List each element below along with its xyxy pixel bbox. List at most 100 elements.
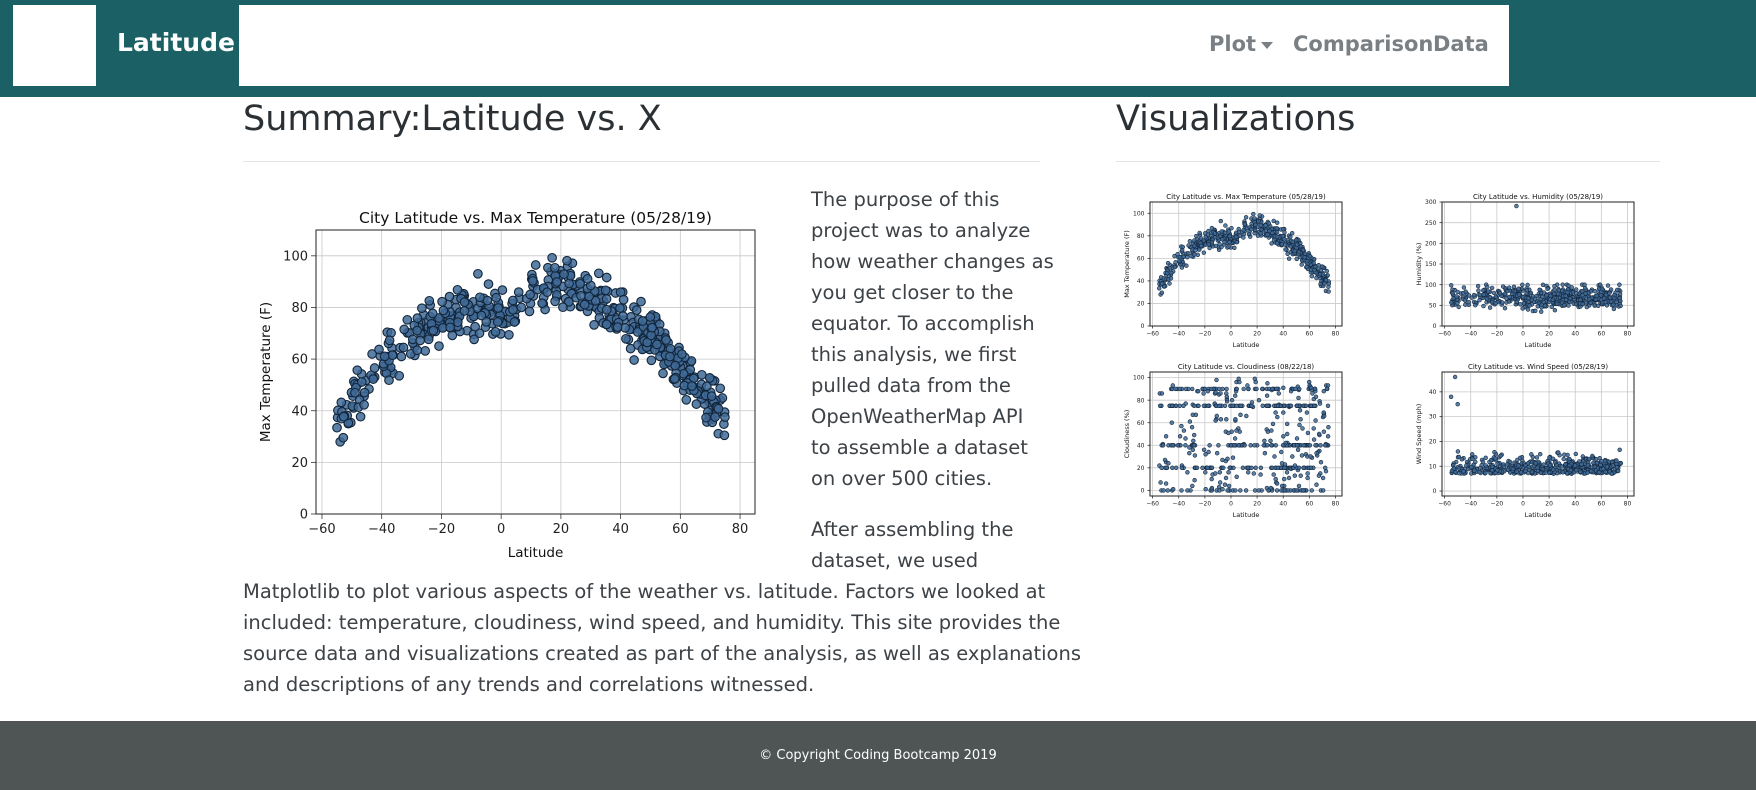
data-point [1523,463,1528,468]
nav-comparison-link[interactable]: Comparison [1293,32,1434,56]
data-point [1509,291,1515,297]
data-point [1197,230,1202,236]
data-point [1222,239,1227,245]
data-point [631,305,642,315]
data-point [1163,481,1169,486]
nav-data-link[interactable]: Data [1433,32,1489,56]
data-point [1223,475,1229,481]
data-point [1307,443,1313,448]
data-point [1294,403,1300,408]
data-point [1303,403,1309,408]
y-tick-label: 200 [1425,240,1437,247]
data-point [564,278,574,289]
data-point [1455,401,1460,407]
paragraph-line: The purpose of this [811,188,1000,211]
data-point [1175,443,1181,448]
data-point [1514,469,1520,474]
data-point [1253,465,1258,471]
data-point [1318,459,1324,465]
data-point [1252,443,1257,448]
data-point [1242,221,1248,227]
data-point [1560,282,1565,287]
data-point [582,274,593,284]
data-point [350,387,360,398]
plot-frame [1149,371,1343,497]
data-point [706,391,717,401]
data-point [1226,244,1231,249]
data-point [576,290,586,301]
y-tick-label: 80 [291,301,308,316]
data-point [1282,476,1287,482]
data-point [1199,243,1204,249]
thumbnail-humidity-chart[interactable]: −60 −40 −20 0 20 40 60 80 0 50 100 150 200 250 300 City… [1412,190,1642,350]
chevron-down-icon[interactable] [1261,42,1273,49]
y-tick-label: 60 [291,353,308,368]
plot-frame [1441,201,1635,327]
data-point [445,322,456,333]
data-point [1173,386,1178,392]
data-point [1173,465,1179,471]
data-point [1158,480,1163,485]
data-point [1187,238,1193,244]
thumbnail-wind-speed-chart[interactable]: −60 −40 −20 0 20 40 60 80 0 10 20 30 40 City Latitude… [1412,360,1642,520]
data-point [1162,457,1168,463]
brand-link[interactable]: Latitude [117,28,235,57]
data-point [1248,443,1253,448]
data-point [1296,395,1301,401]
data-point [1476,288,1481,293]
x-axis-label: Latitude [508,545,564,560]
data-point [1461,285,1467,290]
data-point [1567,296,1573,301]
data-point [1229,397,1235,403]
data-point [1577,459,1582,464]
data-point [1179,247,1185,253]
logo-placeholder[interactable] [13,5,96,86]
x-tick-label: 80 [732,522,749,537]
data-point [1562,302,1567,308]
data-point [1230,403,1235,408]
plot-frame [1149,201,1343,327]
data-point [600,285,611,296]
data-point [1294,256,1299,262]
nav-plot-dropdown[interactable]: Plot [1209,32,1257,56]
data-point [1305,430,1311,436]
y-tick-label: 80 [1137,233,1145,240]
data-point [1459,457,1465,462]
x-tick-label: 80 [1624,331,1632,338]
thumbnail-temperature-chart[interactable]: −60 −40 −20 0 20 40 60 80 0 20 40 60 80 100 City Latit… [1120,190,1350,350]
data-point [1172,264,1178,270]
y-tick-label: 30 [1429,414,1437,421]
thumbnail-cloudiness-chart[interactable]: −60 −40 −20 0 20 40 60 80 0 20 40 60 80 100 City Latit… [1120,360,1350,520]
data-point [336,397,347,408]
data-point [1297,422,1302,428]
y-tick-label: 40 [291,404,308,419]
data-point [1216,386,1222,392]
data-point [1591,460,1596,466]
data-point [1469,452,1475,457]
data-point [1495,467,1500,473]
data-point [1218,218,1224,224]
data-point [1609,471,1614,476]
data-point [1520,294,1526,300]
data-point [1457,470,1462,476]
data-point [1205,389,1211,394]
y-tick-label: 300 [1425,199,1437,206]
data-point [1598,462,1603,468]
data-point [1187,419,1193,424]
data-point [1523,468,1528,474]
data-point [1234,474,1239,480]
y-tick-label: 60 [1137,420,1145,427]
data-point [1273,443,1279,448]
data-point [621,333,631,344]
data-point [1216,247,1222,252]
data-point [1308,465,1314,471]
data-point [359,387,370,398]
data-point [1316,473,1322,478]
data-point [1226,430,1231,436]
data-point [1471,292,1477,298]
data-point [1238,403,1244,408]
data-point [516,302,527,313]
data-point [1456,454,1462,460]
x-tick-label: −40 [1464,331,1477,338]
data-point [1321,488,1326,493]
